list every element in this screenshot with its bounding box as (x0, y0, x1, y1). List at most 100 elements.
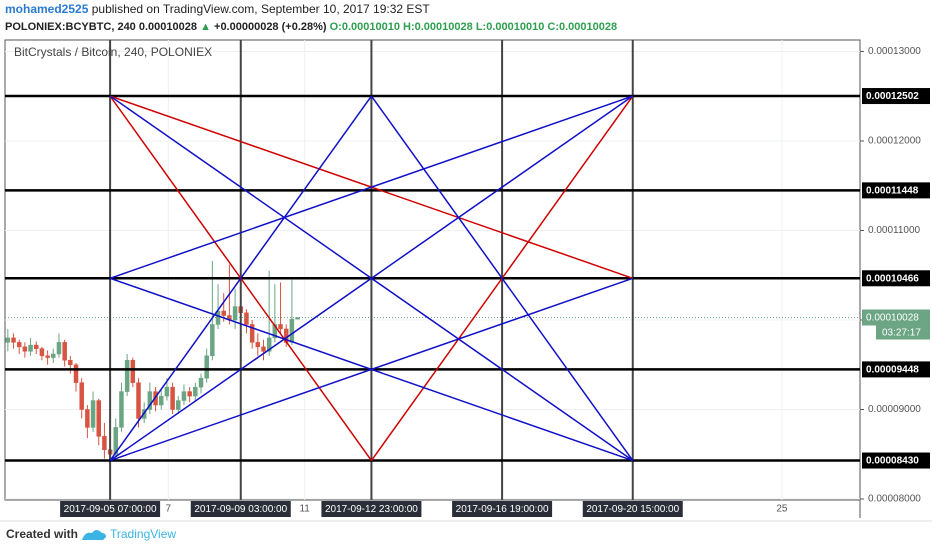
y-tick-label: 0.00013000 (868, 46, 921, 57)
candle-body (62, 342, 67, 361)
candle-body (193, 386, 198, 397)
header-line: mohamed2525 published on TradingView.com… (5, 2, 430, 16)
candle-body (28, 344, 33, 352)
candle-body (56, 342, 62, 355)
candle-body (170, 386, 175, 410)
candle-body (198, 377, 204, 388)
candle-body (119, 391, 124, 428)
candle-body (73, 364, 79, 383)
candle-body (187, 391, 192, 397)
trend-line (370, 95, 634, 461)
trend-line (109, 95, 373, 461)
candle-body (255, 342, 261, 348)
last-price-label: 0.00010028 (866, 313, 919, 324)
countdown-box (876, 325, 930, 340)
y-tick-label: 0.00011000 (868, 225, 921, 236)
candle-body (221, 310, 226, 316)
axes: 0.000080000.000090000.000100000.00011000… (60, 46, 930, 517)
candle-body (51, 353, 56, 358)
candle-body (33, 344, 39, 349)
x-drawing-label: 2017-09-16 19:00:00 (456, 504, 549, 515)
trend-line (109, 95, 634, 279)
candle-body (244, 312, 249, 325)
x-label-box (452, 501, 553, 517)
candle-body (181, 391, 187, 401)
x-drawing-label: 2017-09-12 23:00:00 (325, 504, 418, 515)
candle-body (261, 346, 266, 352)
high: H:0.00010028 (403, 21, 473, 33)
candle-body (266, 337, 272, 352)
y-tick-label: 0.00009000 (868, 404, 921, 415)
candle-body (22, 346, 28, 352)
candle-body (96, 400, 101, 437)
candle-body (45, 355, 50, 358)
candle-body (124, 360, 130, 392)
candle-body (85, 409, 90, 428)
symbol: POLONIEX:BCYBTC, 240 (5, 21, 136, 33)
level-label-box (862, 452, 930, 469)
level-label-box (862, 182, 930, 199)
candle-body (210, 324, 215, 357)
x-tick-label: 11 (299, 504, 310, 515)
x-label-box (190, 501, 291, 517)
symbol-line: POLONIEX:BCYBTC, 240 0.00010028 ▲ +0.000… (5, 21, 617, 33)
level-label: 0.00010466 (866, 273, 919, 284)
chart-legend: BitCrystals / Bitcoin, 240, POLONIEX (14, 45, 212, 59)
plot-frame (4, 39, 861, 501)
x-label-box (582, 501, 683, 517)
x-drawing-label: 2017-09-05 07:00:00 (64, 504, 157, 515)
candle-body (147, 391, 153, 410)
level-label: 0.00011448 (866, 186, 919, 197)
candle-body (176, 400, 181, 410)
candle-body (39, 348, 45, 357)
trend-line (109, 95, 634, 462)
candle-body (68, 360, 73, 365)
level-label-box (862, 88, 930, 105)
candle-body (11, 337, 16, 343)
low: L:0.00010010 (476, 21, 545, 33)
candle-body (278, 324, 283, 330)
drawings (5, 40, 860, 500)
level-label: 0.00009448 (866, 365, 919, 376)
y-tick-label: 0.00008000 (868, 494, 921, 505)
candle-body (204, 355, 209, 379)
candle-body (102, 436, 107, 451)
x-label-box (321, 501, 422, 517)
x-tick-label: 25 (776, 504, 788, 515)
published: published on TradingView.com, September … (92, 2, 431, 16)
x-drawing-label: 2017-09-20 15:00:00 (586, 504, 679, 515)
close: C:0.00010028 (547, 21, 617, 33)
candle-body (90, 400, 96, 428)
candle-body (16, 342, 22, 348)
candle-body (249, 324, 255, 343)
level-label-box (862, 270, 930, 287)
x-label-box (60, 501, 161, 517)
candle-body (113, 427, 119, 455)
x-tick-label: 7 (166, 504, 172, 515)
grid (5, 40, 860, 500)
level-label: 0.00012502 (866, 91, 919, 102)
y-tick-label: 0.00012000 (868, 136, 921, 147)
level-label: 0.00008430 (866, 456, 919, 467)
author[interactable]: mohamed2525 (5, 2, 89, 16)
arrow: ▲ (200, 21, 211, 33)
x-drawing-label: 2017-09-09 03:00:00 (194, 504, 287, 515)
countdown-label: 03:27:17 (882, 328, 921, 339)
price: 0.00010028 (139, 21, 197, 33)
footer-brand[interactable]: TradingView (110, 527, 176, 541)
candle-body (158, 395, 164, 406)
candle-body (130, 360, 136, 383)
candle-body (136, 382, 141, 419)
candle-body (272, 324, 278, 339)
candle-body (232, 306, 238, 321)
open: O:0.00010010 (330, 21, 400, 33)
candle-body (5, 337, 11, 343)
level-label-box (862, 361, 930, 378)
footer-created: Created with (6, 527, 78, 541)
last-price-box (862, 309, 930, 326)
candle-body (289, 318, 295, 343)
candle-body (295, 317, 300, 320)
trend-line (109, 277, 634, 462)
